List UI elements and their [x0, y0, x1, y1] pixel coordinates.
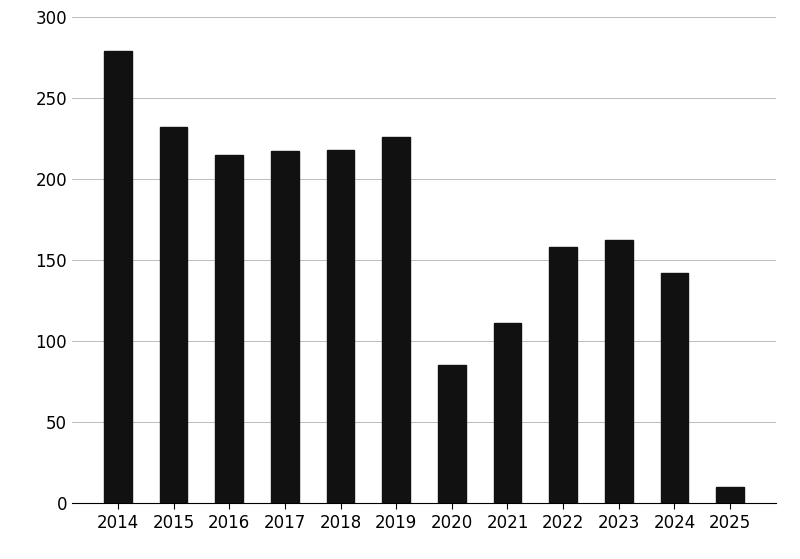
Bar [661, 273, 688, 503]
Bar [104, 51, 132, 503]
Bar [716, 487, 744, 503]
Bar [382, 137, 410, 503]
Bar [215, 154, 243, 503]
Bar [550, 247, 577, 503]
Bar [494, 323, 522, 503]
Bar [605, 240, 633, 503]
Bar [438, 366, 466, 503]
Bar [326, 150, 354, 503]
Bar [160, 127, 187, 503]
Bar [271, 151, 298, 503]
